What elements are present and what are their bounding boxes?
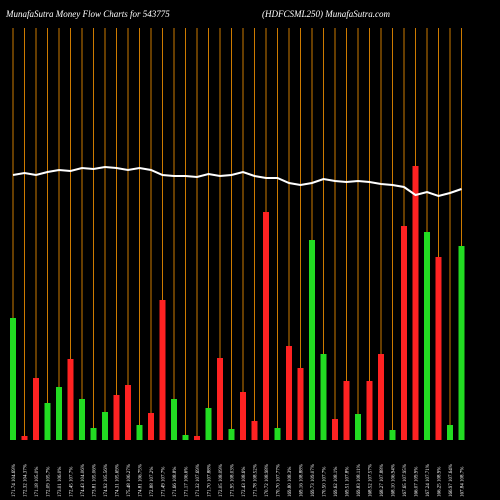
- bar: [102, 412, 108, 440]
- x-tick-label: 171.74 104.69%: [12, 464, 17, 497]
- x-tick-label: 172.32 104.37%: [24, 464, 29, 497]
- bar: [159, 300, 166, 440]
- bar: [332, 419, 338, 440]
- x-tick-label: 171.49 107.7%: [162, 467, 167, 497]
- bar: [217, 358, 223, 440]
- bar: [205, 408, 212, 440]
- bar: [286, 346, 292, 440]
- bar: [10, 318, 16, 440]
- bar: [320, 354, 327, 440]
- x-tick-label: 172.88 107.2%: [150, 467, 155, 497]
- x-tick-label: 166.97 107.64%: [449, 464, 454, 497]
- x-tick-label: 174.31 105.69%: [116, 464, 121, 497]
- x-tick-label: 166.07 109.9%: [415, 467, 420, 497]
- bar: [401, 226, 407, 440]
- x-tick-label: 174.81 106.75%: [139, 464, 144, 497]
- x-tick-label: 175.48 106.27%: [127, 464, 132, 497]
- bar: [113, 395, 120, 440]
- x-tick-label: 168.52 107.57%: [369, 464, 374, 497]
- bar: [355, 414, 361, 440]
- x-tick-label: 173.81 105.06%: [93, 464, 98, 497]
- chart-title: MunafaSutra Money Flow Charts for 543775: [5, 9, 170, 19]
- x-tick-label: 171.66 108.8%: [173, 467, 178, 497]
- x-tick-label: 171.70 107.88%: [208, 464, 213, 497]
- x-tick-label: 167.84 108.7%: [461, 467, 466, 497]
- x-tick-label: 172.43 108.6%: [242, 467, 247, 497]
- bar: [67, 359, 74, 440]
- bar: [274, 428, 281, 440]
- bar: [56, 387, 62, 440]
- bar: [21, 436, 28, 440]
- bar: [44, 403, 51, 440]
- bar: [412, 166, 419, 440]
- x-tick-label: 170.72 108.98%: [265, 464, 270, 497]
- bar: [125, 385, 131, 440]
- bar: [447, 425, 453, 440]
- x-tick-label: 173.01 106.0%: [58, 467, 63, 497]
- bar: [343, 381, 350, 440]
- bar: [240, 392, 246, 440]
- bar: [435, 257, 442, 440]
- x-tick-label: 172.45 107.7%: [70, 467, 75, 497]
- bar: [263, 212, 269, 440]
- x-tick-label: 171.32 107.69%: [196, 464, 201, 497]
- x-tick-label: 166.25 108.9%: [438, 467, 443, 497]
- bar: [182, 435, 189, 440]
- bar: [251, 421, 258, 440]
- bar: [309, 240, 315, 440]
- x-tick-label: 168.27 107.88%: [380, 464, 385, 497]
- bar: [228, 429, 235, 440]
- bar: [378, 354, 384, 440]
- bar: [90, 428, 97, 440]
- bar: [458, 246, 465, 440]
- x-tick-label: 171.18 105.0%: [35, 467, 40, 497]
- bar: [79, 399, 85, 440]
- bar: [424, 232, 430, 440]
- x-tick-label: 167.65 107.95%: [403, 464, 408, 497]
- x-tick-label: 170.70 107.77%: [277, 464, 282, 497]
- bar: [297, 368, 304, 440]
- bar: [194, 436, 200, 440]
- x-tick-label: 170.50 107.7%: [323, 467, 328, 497]
- bar: [33, 378, 39, 440]
- x-tick-label: 169.80 108.3%: [288, 467, 293, 497]
- x-tick-label: 169.62 108.1%: [334, 467, 339, 497]
- x-tick-label: 169.16 108.88%: [300, 464, 305, 497]
- bar: [136, 425, 143, 440]
- x-tick-label: 167.24 107.71%: [426, 464, 431, 497]
- x-tick-label: 168.10 106.94%: [392, 464, 397, 497]
- x-tick-label: 171.95 108.03%: [231, 464, 236, 497]
- x-tick-label: 171.17 106.6%: [185, 467, 190, 497]
- x-tick-label: 171.78 108.52%: [254, 464, 259, 497]
- x-tick-label: 169.51 107.8%: [346, 467, 351, 497]
- x-tick-label: 169.83 108.11%: [357, 464, 362, 497]
- x-tick-label: 174.43 104.06%: [81, 464, 86, 497]
- bar: [366, 381, 373, 440]
- bar: [171, 399, 177, 440]
- x-tick-label: 172.05 108.09%: [219, 464, 224, 497]
- chart-subtitle: (HDFCSML250) MunafaSutra.com: [262, 9, 390, 19]
- bar: [148, 413, 154, 440]
- x-tick-label: 169.73 109.07%: [311, 464, 316, 497]
- price-line: [12, 165, 462, 198]
- x-tick-label: 172.09 105.7%: [47, 467, 52, 497]
- bar: [389, 430, 396, 440]
- x-tick-label: 174.92 105.56%: [104, 464, 109, 497]
